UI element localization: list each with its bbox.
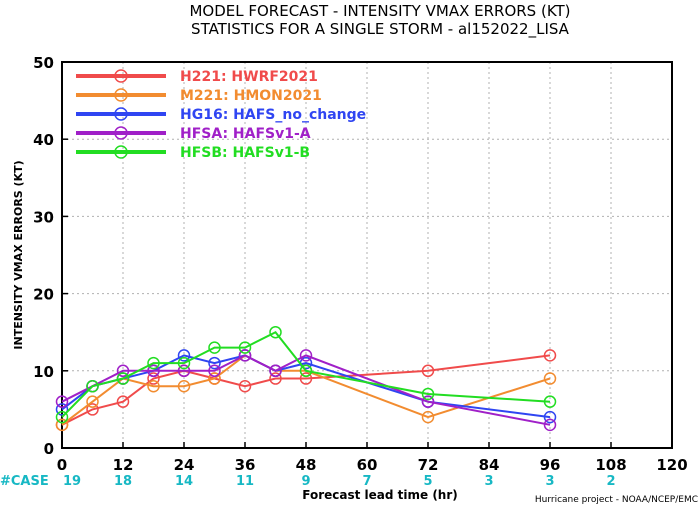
y-axis-label: INTENSITY VMAX ERRORS (KT) <box>12 160 25 349</box>
x-tick-label: 120 <box>656 456 687 474</box>
data-point <box>543 410 557 424</box>
plot-frame <box>61 61 673 449</box>
legend-label: H221: HWRF2021 <box>180 69 318 85</box>
data-point <box>421 395 435 408</box>
data-point <box>238 379 252 393</box>
legend-marker <box>114 69 128 83</box>
legend-label: M221: HMON2021 <box>180 88 322 104</box>
data-point <box>208 372 221 385</box>
data-point <box>421 387 435 401</box>
data-point <box>238 349 252 362</box>
data-point <box>269 372 282 385</box>
axes: 0 12 24 36 48 60 72 84 96 108 120 0 10 20 30 40 50 <box>33 54 688 474</box>
data-point <box>177 364 191 378</box>
legend-marker <box>114 107 128 121</box>
legend-label: HFSB: HAFSv1-B <box>180 145 310 161</box>
case-count: 3 <box>484 474 493 489</box>
series-group <box>55 325 557 432</box>
case-count: 5 <box>423 474 432 489</box>
legend-marker <box>114 126 128 140</box>
y-tick-label: 50 <box>33 54 54 72</box>
y-tick-label: 20 <box>33 286 54 304</box>
data-point <box>299 349 313 362</box>
legend-label: HFSA: HAFSv1-A <box>180 126 311 142</box>
x-axis-label: Forecast lead time (hr) <box>302 488 458 502</box>
data-point <box>177 349 191 362</box>
data-point <box>238 341 252 354</box>
x-tick-label: 36 <box>235 456 256 474</box>
x-tick-label: 96 <box>540 456 561 474</box>
data-point <box>269 364 282 378</box>
chart-title: MODEL FORECAST - INTENSITY VMAX ERRORS (… <box>189 2 570 20</box>
data-point <box>55 403 69 416</box>
data-point <box>55 418 69 432</box>
legend: H221: HWRF2021 M221: HMON2021 HG16: HAFS_n… <box>76 69 366 161</box>
data-point <box>177 379 191 393</box>
x-tick-label: 60 <box>357 456 378 474</box>
x-tick-label: 12 <box>113 456 134 474</box>
case-count: 11 <box>236 474 254 489</box>
legend-marker <box>114 88 128 102</box>
data-point <box>299 372 313 385</box>
grid <box>62 62 672 448</box>
case-count: 2 <box>606 474 615 489</box>
x-tick-label: 24 <box>174 456 195 474</box>
y-tick-label: 40 <box>33 131 54 149</box>
x-tick-label: 84 <box>479 456 500 474</box>
credit-text: Hurricane project - NOAA/NCEP/EMC <box>535 495 698 505</box>
data-point <box>86 395 99 408</box>
y-tick-label: 30 <box>33 208 54 226</box>
data-point <box>269 325 282 339</box>
case-count: 18 <box>114 474 132 489</box>
case-count: 3 <box>545 474 554 489</box>
data-point <box>543 395 557 408</box>
data-point <box>55 410 69 424</box>
data-point <box>543 418 557 432</box>
x-tick-label: 48 <box>296 456 317 474</box>
x-tick-label: 72 <box>418 456 439 474</box>
data-point <box>55 395 69 408</box>
data-point <box>208 341 221 354</box>
case-counts: #CASE 19 18 14 11 9 7 5 3 3 2 <box>0 474 616 489</box>
case-count: 19 <box>63 474 81 489</box>
data-point <box>208 364 221 378</box>
data-point <box>543 372 557 385</box>
data-point <box>177 356 191 370</box>
x-tick-label: 108 <box>595 456 626 474</box>
data-point <box>208 356 221 370</box>
data-point <box>116 364 130 378</box>
legend-marker <box>114 145 128 159</box>
data-point <box>147 356 160 370</box>
legend-label: HG16: HAFS_no_change <box>180 107 366 123</box>
data-point <box>86 403 99 416</box>
case-count: 14 <box>175 474 193 489</box>
case-count: 7 <box>362 474 371 489</box>
data-point <box>147 364 160 378</box>
data-point <box>543 349 557 362</box>
data-point <box>86 379 99 393</box>
series-line <box>61 330 551 418</box>
data-point <box>421 364 435 378</box>
data-point <box>147 372 160 385</box>
chart-subtitle: STATISTICS FOR A SINGLE STORM - al152022… <box>191 20 570 39</box>
data-point <box>421 410 435 424</box>
data-point <box>147 379 160 393</box>
y-tick-label: 0 <box>44 440 54 458</box>
data-point <box>116 395 130 408</box>
case-count: 9 <box>301 474 310 489</box>
series-line <box>61 354 551 426</box>
x-tick-label: 0 <box>57 456 67 474</box>
case-label: #CASE <box>0 474 49 489</box>
y-tick-label: 10 <box>33 363 54 381</box>
data-point <box>299 364 313 378</box>
data-point <box>116 372 130 385</box>
series-line <box>61 354 551 426</box>
